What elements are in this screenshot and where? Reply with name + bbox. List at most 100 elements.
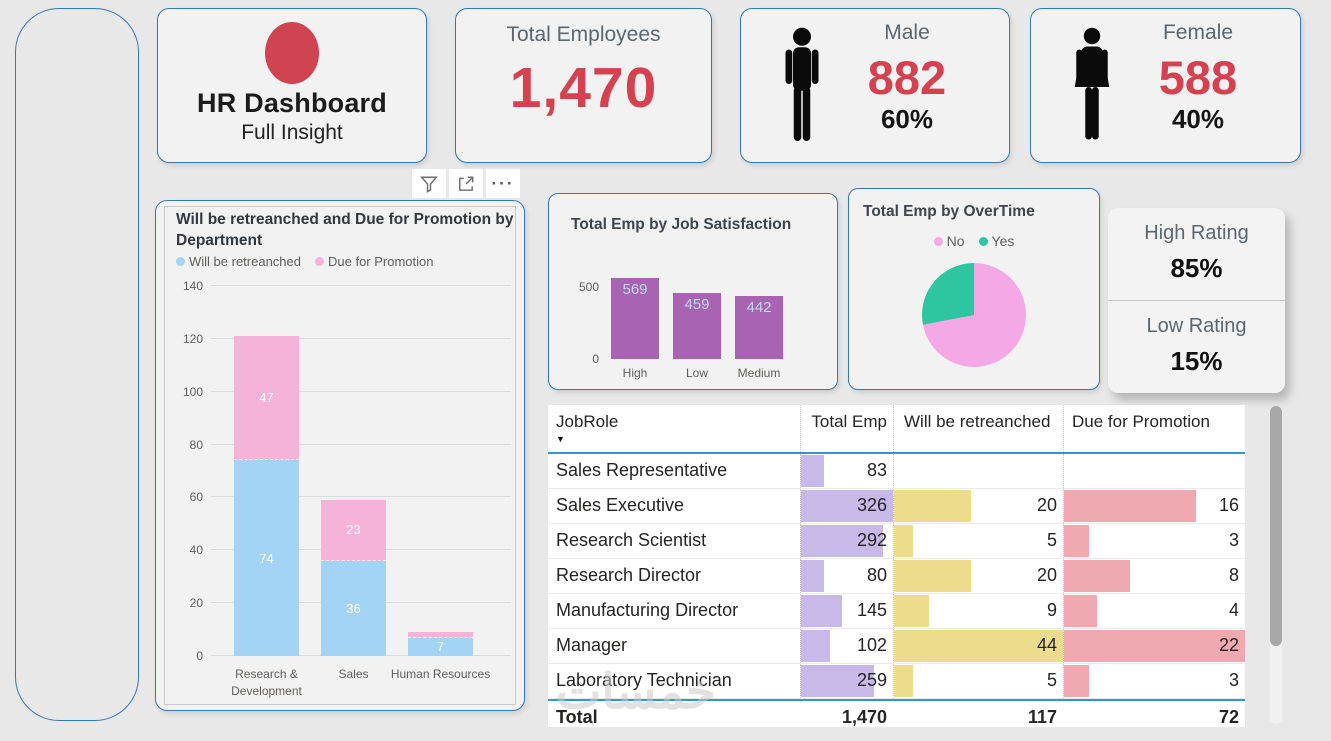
cell-ret: 5: [893, 524, 1063, 558]
data-bar: [894, 630, 1063, 662]
table-row[interactable]: Manager 102 44 22: [548, 629, 1245, 664]
x-axis-label: Low: [685, 366, 708, 380]
focus-mode-button[interactable]: [449, 169, 483, 198]
bar[interactable]: 442: [735, 295, 783, 359]
cell-value: 145: [856, 600, 887, 620]
legend-dot: [176, 257, 185, 266]
column-header-total-emp[interactable]: Total Emp: [800, 405, 893, 452]
table-row[interactable]: Research Director 80 20 8: [548, 559, 1245, 594]
cell-total: 102: [800, 629, 893, 663]
table-scrollbar[interactable]: [1270, 406, 1282, 724]
bar-segment[interactable]: [408, 632, 473, 638]
kpi-total-value: 1,470: [509, 56, 658, 120]
cell-total: 83: [800, 454, 893, 488]
low-rating-card[interactable]: Low Rating 15%: [1108, 300, 1285, 392]
cell-promo: [1063, 454, 1245, 488]
high-rating-card[interactable]: High Rating 85%: [1108, 208, 1285, 300]
data-bar: [1064, 560, 1130, 592]
table-row[interactable]: Manufacturing Director 145 9 4: [548, 594, 1245, 629]
legend-label: Will be retreanched: [189, 254, 301, 269]
cell-value: 292: [856, 530, 887, 550]
bar-segment[interactable]: 23: [321, 500, 386, 561]
dept-chart-title: Will be retreanched and Due for Promotio…: [176, 211, 514, 249]
bar[interactable]: 569: [611, 277, 659, 359]
legend-item: Yes: [978, 233, 1014, 249]
bar-segment[interactable]: 74: [234, 460, 299, 656]
data-bar: [801, 525, 884, 557]
bar-column[interactable]: 7: [408, 632, 473, 656]
data-bar: [801, 630, 830, 662]
bar[interactable]: 459: [673, 293, 721, 359]
x-axis-label: Research & Development: [231, 667, 302, 698]
total-row-retrenched: 117: [1027, 707, 1057, 727]
column-header-promotion[interactable]: Due for Promotion: [1063, 405, 1245, 452]
gridline: [211, 443, 511, 445]
cell-value: 3: [1228, 530, 1239, 550]
y-axis-tick: 140: [182, 279, 203, 293]
legend-dot: [978, 236, 988, 246]
satisfaction-chart-title: Total Emp by Job Satisfaction: [571, 216, 792, 233]
cell-promo: 16: [1063, 489, 1245, 523]
kpi-total-employees-card[interactable]: Total Employees 1,470: [455, 8, 712, 163]
x-axis-label: Human Resources: [390, 667, 491, 681]
cell-value: 259: [856, 670, 887, 690]
cell-total: 326: [800, 489, 893, 523]
data-bar: [1064, 630, 1245, 662]
title-card: HR Dashboard Full Insight: [157, 8, 427, 163]
focus-mode-icon: [459, 176, 474, 191]
jobrole-table: JobRole ▼ Total Emp Will be retreanched …: [548, 405, 1245, 727]
legend-item: Due for Promotion: [315, 254, 434, 269]
overtime-pie[interactable]: [922, 263, 1026, 367]
table-row[interactable]: Laboratory Technician 259 5 3: [548, 664, 1245, 699]
bar-segment[interactable]: 47: [234, 336, 299, 461]
kpi-male-card[interactable]: Male 882 60%: [740, 8, 1010, 163]
table-row[interactable]: Research Scientist 292 5 3: [548, 524, 1245, 559]
bar-column[interactable]: 36 23: [321, 500, 386, 656]
y-axis-tick: 0: [592, 352, 599, 366]
scrollbar-thumb[interactable]: [1270, 406, 1282, 646]
cell-jobrole: Laboratory Technician: [556, 670, 732, 690]
legend-dot: [315, 257, 324, 266]
y-axis-tick: 40: [189, 543, 203, 558]
y-axis-tick: 120: [182, 331, 203, 346]
overtime-chart-title: Total Emp by OverTime: [863, 203, 1035, 220]
table-row[interactable]: Sales Executive 326 20 16: [548, 489, 1245, 524]
filter-button[interactable]: [412, 169, 446, 198]
low-rating-label: Low Rating: [1146, 315, 1247, 337]
x-axis-label: Medium: [737, 366, 781, 380]
cell-total: 80: [800, 559, 893, 593]
data-bar: [1064, 595, 1097, 627]
bar-value-label: 569: [622, 280, 648, 298]
more-options-icon: ···: [491, 173, 515, 193]
data-bar: [1064, 665, 1089, 697]
filter-icon: [420, 176, 438, 193]
cell-promo: 4: [1063, 594, 1245, 628]
cell-value: 8: [1228, 565, 1239, 585]
data-bar: [894, 595, 929, 627]
bar-column[interactable]: 74 47: [234, 336, 299, 656]
bar-segment[interactable]: 7: [408, 637, 473, 656]
watermark-text: خمسات: [556, 666, 717, 719]
y-axis-tick: 20: [189, 596, 203, 611]
cell-value: 83: [866, 460, 887, 480]
cell-promo: 8: [1063, 559, 1245, 593]
column-header-retrenched[interactable]: Will be retreanched: [893, 405, 1063, 452]
gridline: [211, 337, 511, 339]
cell-total: 292: [800, 524, 893, 558]
cell-jobrole: Sales Executive: [556, 495, 685, 515]
table-row[interactable]: Sales Representative 83: [548, 454, 1245, 489]
column-header-jobrole[interactable]: JobRole ▼: [548, 405, 800, 452]
cell-value: 80: [866, 565, 887, 585]
chart-inner-frame: [164, 206, 516, 705]
table-body: Sales Representative 83 Sales Executive 326…: [548, 454, 1245, 699]
data-bar: [1064, 525, 1089, 557]
kpi-male-value: 882: [867, 51, 947, 104]
dept-chart-legend: Will be retreanched Due for Promotion: [176, 254, 434, 269]
kpi-female-card[interactable]: Female 588 40%: [1030, 8, 1301, 163]
overtime-legend: No Yes: [849, 233, 1099, 249]
bar-segment[interactable]: 36: [321, 560, 386, 656]
more-options-button[interactable]: ···: [486, 169, 520, 198]
gridline: [211, 285, 511, 286]
column-header-jobrole-label: JobRole: [556, 412, 619, 431]
kpi-male-percent: 60%: [880, 104, 934, 135]
